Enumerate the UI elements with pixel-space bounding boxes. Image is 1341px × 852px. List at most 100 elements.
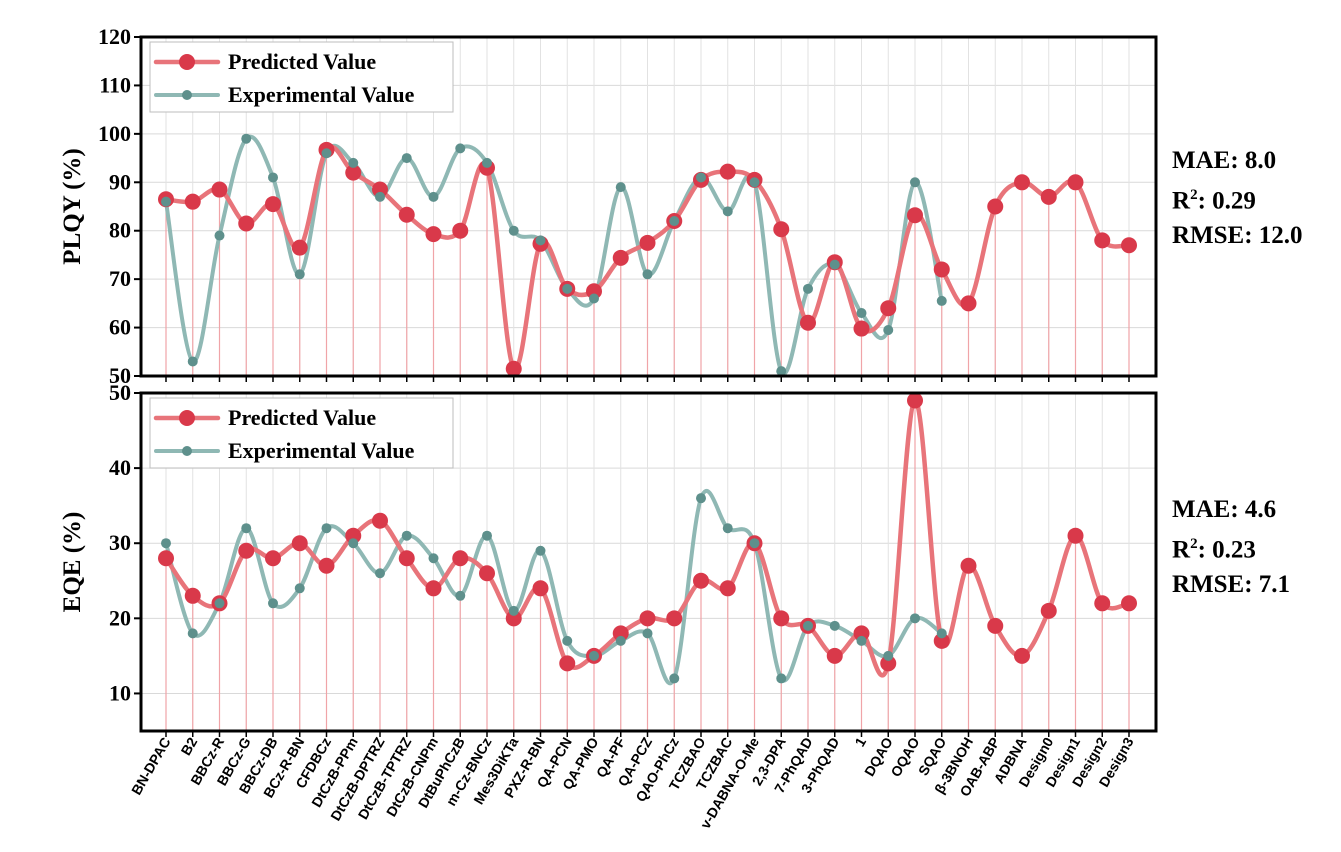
point-experimental (642, 628, 653, 639)
point-predicted (238, 215, 255, 232)
y-tick-label: 10 (109, 680, 131, 705)
point-predicted (987, 198, 1004, 215)
plqy-panel: 50 60 70 80 90 100 110 120 PLQY (%) Predicted Val… (59, 24, 1158, 388)
point-predicted (345, 527, 362, 544)
point-experimental (669, 673, 680, 684)
point-experimental (696, 172, 706, 183)
axes-frame (139, 35, 1158, 378)
point-predicted (398, 550, 415, 567)
point-predicted (184, 193, 201, 210)
point-experimental (241, 523, 252, 534)
point-experimental (482, 157, 492, 168)
point-predicted (880, 300, 897, 317)
point-predicted (773, 221, 790, 238)
point-predicted (1040, 188, 1057, 205)
y-tick-label: 80 (109, 218, 131, 243)
eqe-r2: R2: 0.23 (1172, 536, 1256, 564)
point-experimental (375, 191, 385, 202)
point-predicted (586, 283, 602, 300)
point-predicted (880, 655, 897, 672)
point-experimental (749, 538, 760, 549)
point-experimental (241, 133, 252, 144)
point-predicted (1121, 595, 1137, 612)
y-tick-label: 40 (109, 455, 131, 480)
point-experimental (856, 308, 867, 319)
point-predicted (639, 234, 656, 251)
point-predicted (907, 207, 923, 224)
point-experimental (722, 206, 733, 217)
point-predicted (479, 565, 495, 582)
plqy-mae: MAE: 8.0 (1172, 147, 1277, 174)
point-experimental (321, 148, 332, 159)
plqy-rmse: RMSE: 12.0 (1172, 222, 1303, 250)
eqe-metrics: MAE: 4.6 R2: 0.23 RMSE: 7.1 (1172, 492, 1290, 602)
point-experimental (936, 295, 947, 306)
point-experimental (696, 493, 706, 504)
point-experimental (161, 196, 171, 207)
point-experimental (375, 568, 385, 579)
point-experimental (535, 545, 546, 556)
point-experimental (401, 153, 412, 164)
point-predicted (1094, 595, 1111, 612)
point-experimental (268, 172, 278, 183)
point-predicted (1094, 232, 1111, 249)
point-experimental (294, 269, 305, 280)
legend-swatch-marker (179, 410, 195, 426)
point-predicted (907, 392, 923, 409)
point-predicted (211, 181, 228, 198)
point-predicted (1040, 602, 1057, 619)
point-experimental (508, 225, 519, 236)
point-predicted (612, 249, 629, 266)
series-line-experimental (164, 488, 944, 685)
y-tick-label: 50 (109, 380, 131, 405)
legend-swatch-marker (182, 90, 192, 100)
point-experimental (615, 635, 626, 646)
point-predicted (425, 226, 442, 243)
point-predicted (532, 580, 549, 597)
y-tick-label: 20 (109, 605, 131, 630)
point-predicted (853, 625, 870, 642)
point-predicted (291, 535, 308, 552)
point-experimental (455, 143, 466, 154)
plqy-metrics: MAE: 8.0 R2: 0.29 RMSE: 12.0 (1172, 143, 1303, 253)
point-predicted (452, 222, 469, 239)
point-predicted (639, 610, 656, 627)
point-experimental (482, 530, 492, 541)
point-experimental (749, 177, 760, 188)
y-tick-label: 100 (98, 121, 131, 146)
point-experimental (562, 635, 573, 646)
point-predicted (425, 580, 442, 597)
point-experimental (535, 235, 546, 246)
point-predicted (372, 181, 388, 198)
legend-box (149, 397, 454, 469)
point-experimental (589, 293, 599, 304)
eqe-mae: MAE: 4.6 (1172, 496, 1277, 523)
point-experimental (936, 628, 947, 639)
point-experimental (348, 538, 359, 549)
point-experimental (642, 269, 653, 280)
point-experimental (161, 538, 171, 549)
point-predicted (505, 360, 522, 377)
plqy-r2: R2: 0.29 (1172, 187, 1256, 215)
point-predicted (345, 164, 362, 181)
y-tick-label: 30 (109, 530, 131, 555)
point-predicted (265, 196, 281, 213)
point-experimental (214, 598, 225, 609)
point-experimental (883, 650, 894, 661)
legend-swatch-marker (179, 54, 195, 70)
point-predicted (398, 206, 415, 223)
point-predicted (1121, 237, 1137, 254)
point-experimental (776, 366, 787, 377)
legend-label-experimental: Experimental Value (228, 438, 415, 463)
point-experimental (776, 673, 787, 684)
eqe-rmse: RMSE: 7.1 (1172, 571, 1291, 599)
point-predicted (612, 625, 629, 642)
y-tick-label: 60 (109, 315, 131, 340)
point-experimental (562, 283, 573, 294)
point-predicted (238, 542, 255, 559)
point-experimental (187, 356, 198, 367)
point-experimental (856, 635, 867, 646)
point-experimental (910, 177, 920, 188)
point-predicted (158, 550, 174, 567)
